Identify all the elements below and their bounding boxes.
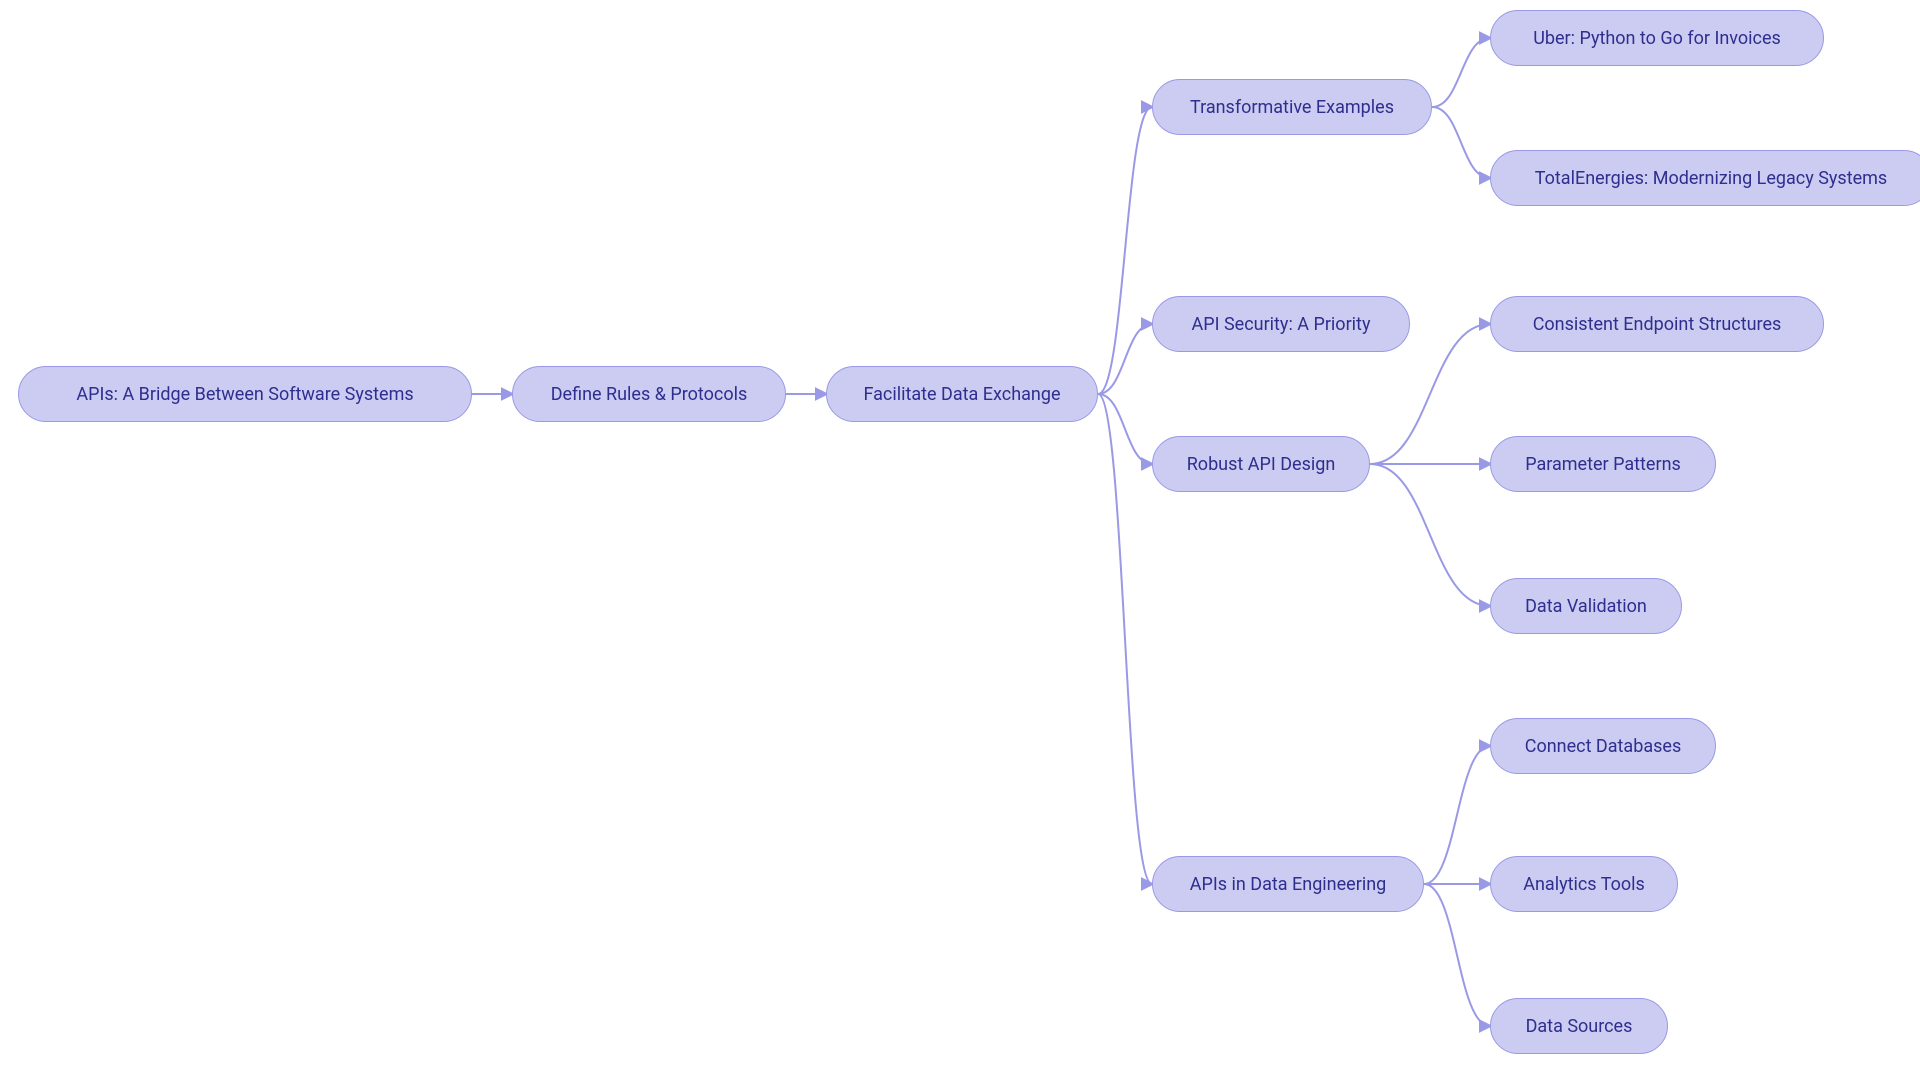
edge-n4-n8 xyxy=(1432,38,1490,107)
node-n13: Connect Databases xyxy=(1490,718,1716,774)
edge-n7-n13 xyxy=(1424,746,1490,884)
edge-n3-n5 xyxy=(1098,324,1152,394)
edge-n7-n15 xyxy=(1424,884,1490,1026)
node-label: Consistent Endpoint Structures xyxy=(1533,314,1782,335)
edge-n6-n12 xyxy=(1370,464,1490,606)
node-n1: APIs: A Bridge Between Software Systems xyxy=(18,366,472,422)
node-n7: APIs in Data Engineering xyxy=(1152,856,1424,912)
node-n9: TotalEnergies: Modernizing Legacy System… xyxy=(1490,150,1920,206)
edge-n3-n4 xyxy=(1098,107,1152,394)
node-label: Transformative Examples xyxy=(1190,97,1394,118)
node-label: APIs: A Bridge Between Software Systems xyxy=(76,384,413,405)
node-n15: Data Sources xyxy=(1490,998,1668,1054)
node-n5: API Security: A Priority xyxy=(1152,296,1410,352)
node-label: Facilitate Data Exchange xyxy=(863,384,1060,405)
node-label: API Security: A Priority xyxy=(1192,314,1371,335)
node-n2: Define Rules & Protocols xyxy=(512,366,786,422)
node-label: Robust API Design xyxy=(1187,454,1336,475)
node-n14: Analytics Tools xyxy=(1490,856,1678,912)
node-label: Parameter Patterns xyxy=(1525,454,1681,475)
node-n12: Data Validation xyxy=(1490,578,1682,634)
node-label: Define Rules & Protocols xyxy=(551,384,748,405)
node-n11: Parameter Patterns xyxy=(1490,436,1716,492)
edge-n4-n9 xyxy=(1432,107,1490,178)
node-label: Connect Databases xyxy=(1525,736,1682,757)
node-n3: Facilitate Data Exchange xyxy=(826,366,1098,422)
node-label: Analytics Tools xyxy=(1523,874,1645,895)
edge-n3-n7 xyxy=(1098,394,1152,884)
node-label: TotalEnergies: Modernizing Legacy System… xyxy=(1535,168,1887,189)
node-n8: Uber: Python to Go for Invoices xyxy=(1490,10,1824,66)
node-label: APIs in Data Engineering xyxy=(1190,874,1387,895)
node-n4: Transformative Examples xyxy=(1152,79,1432,135)
node-n6: Robust API Design xyxy=(1152,436,1370,492)
node-label: Data Validation xyxy=(1525,596,1647,617)
node-n10: Consistent Endpoint Structures xyxy=(1490,296,1824,352)
node-label: Data Sources xyxy=(1526,1016,1633,1037)
node-label: Uber: Python to Go for Invoices xyxy=(1533,28,1781,49)
flowchart-canvas: APIs: A Bridge Between Software Systems D… xyxy=(0,0,1920,1080)
edge-n3-n6 xyxy=(1098,394,1152,464)
